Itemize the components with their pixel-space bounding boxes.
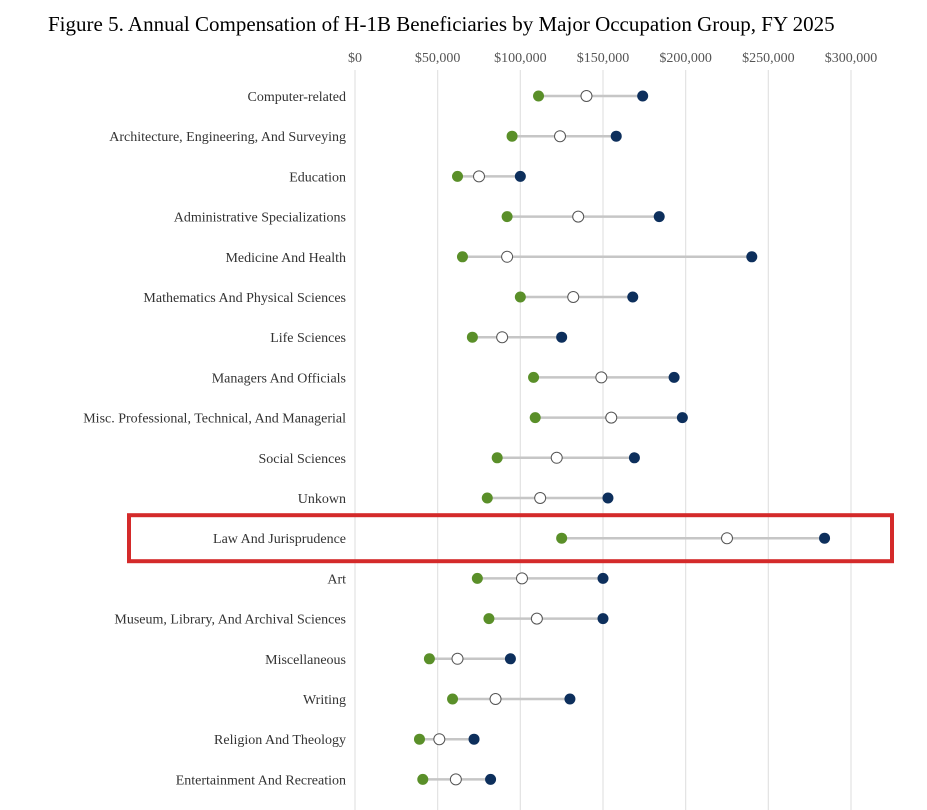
high-marker [637,90,649,102]
category-label: Unkown [298,492,346,507]
high-marker [504,653,516,665]
mid-marker [451,652,464,665]
mid-marker [572,210,585,223]
mid-marker [515,572,528,585]
category-label: Entertainment And Recreation [176,773,346,788]
high-marker [676,412,688,424]
mid-marker [433,733,446,746]
high-marker [602,492,614,504]
low-marker [556,532,568,544]
x-tick-label: $50,000 [415,51,461,66]
category-label: Misc. Professional, Technical, And Manag… [83,412,346,427]
low-marker [471,572,483,584]
high-marker [627,291,639,303]
highlight-box [127,513,894,564]
mid-marker [501,250,514,263]
x-tick-label: $200,000 [659,51,712,66]
low-marker [466,331,478,343]
mid-marker [534,492,547,504]
category-label: Mathematics And Physical Sciences [143,291,346,306]
high-marker [468,733,480,745]
category-label: Education [289,170,346,185]
high-marker [628,452,640,464]
mid-marker [567,291,580,303]
category-label: Art [327,572,346,587]
high-marker [556,331,568,343]
low-marker [423,653,435,665]
low-marker [452,170,464,182]
mid-marker [489,693,502,705]
low-marker [528,371,540,383]
mid-marker [605,411,618,424]
low-marker [447,693,459,705]
mid-marker [554,130,567,143]
high-marker [597,572,609,584]
category-label: Computer-related [248,90,346,105]
low-marker [456,251,468,263]
mid-marker [496,331,509,344]
category-label: Architecture, Engineering, And Surveying [109,130,346,145]
low-marker [481,492,493,504]
high-marker [653,211,665,223]
high-marker [668,371,680,383]
high-marker [485,773,497,785]
high-marker [610,130,622,142]
high-marker [597,613,609,625]
category-label: Administrative Specializations [174,211,346,226]
low-marker [413,733,425,745]
low-marker [501,211,513,223]
x-tick-label: $250,000 [742,51,795,66]
category-label: Law And Jurisprudence [213,532,346,547]
category-label: Writing [303,693,346,708]
x-tick-label: $150,000 [577,51,630,66]
high-marker [514,170,526,182]
category-label: Museum, Library, And Archival Sciences [114,613,346,628]
low-marker [506,130,518,142]
category-label: Social Sciences [259,452,346,467]
category-label: Managers And Officials [212,371,346,386]
high-marker [564,693,576,705]
mid-marker [473,170,485,183]
mid-marker [530,612,543,625]
low-marker [483,613,495,625]
mid-marker [449,773,462,786]
category-label: Medicine And Health [225,251,346,266]
low-marker [514,291,526,303]
low-marker [533,90,545,102]
high-marker [746,251,758,263]
low-marker [417,773,429,785]
mid-marker [550,451,563,464]
mid-marker [595,371,608,384]
category-label: Miscellaneous [265,653,346,668]
category-label: Religion And Theology [214,733,346,748]
mid-marker [580,90,593,102]
low-marker [491,452,503,464]
chart-title: Figure 5. Annual Compensation of H-1B Be… [48,12,835,36]
mid-marker [721,532,733,545]
x-tick-label: $100,000 [494,51,547,66]
category-label: Life Sciences [270,331,346,346]
low-marker [529,412,541,424]
x-tick-label: $300,000 [825,51,878,66]
high-marker [819,532,831,544]
x-tick-label: $0 [348,51,362,66]
